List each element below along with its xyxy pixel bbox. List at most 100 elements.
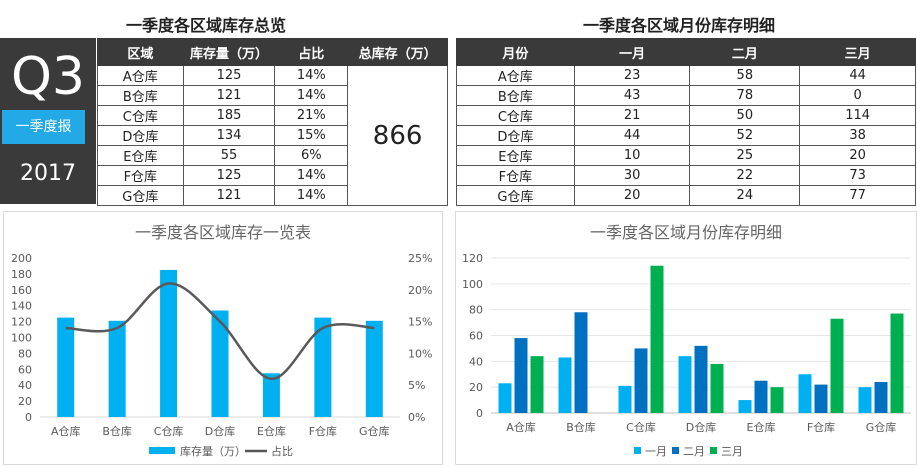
- bar: [365, 320, 383, 417]
- region-cell: G仓库: [97, 185, 184, 206]
- stock-cell: 125: [182, 65, 276, 86]
- feb-cell: 22: [689, 165, 801, 186]
- bar: [770, 387, 784, 413]
- y-tick-label: 60: [18, 363, 32, 376]
- jan-cell: 10: [573, 145, 691, 166]
- y-tick-label: 20: [18, 395, 32, 408]
- bar: [814, 384, 828, 413]
- feb-cell: 24: [689, 185, 801, 206]
- region-cell: B仓库: [456, 85, 575, 106]
- bar: [798, 374, 812, 413]
- y-tick-label: 60: [469, 330, 483, 343]
- x-tick-label: B仓库: [102, 424, 132, 438]
- x-tick-label: F仓库: [309, 424, 337, 438]
- table-row: E仓库 55 6%: [97, 145, 448, 166]
- table-row: B仓库 121 14%: [97, 85, 448, 106]
- pct-cell: 14%: [274, 165, 349, 186]
- y-tick-label: 40: [469, 355, 483, 368]
- legend-label: 三月: [721, 445, 743, 458]
- table-row: G仓库 121 14%: [97, 185, 448, 206]
- bar: [858, 387, 872, 413]
- y2-tick-label: 0%: [408, 411, 425, 424]
- bar: [314, 317, 332, 417]
- mar-cell: 77: [799, 185, 916, 206]
- stock-cell: 125: [182, 165, 276, 186]
- x-tick-label: G仓库: [359, 424, 390, 438]
- feb-cell: 25: [689, 145, 801, 166]
- bar: [574, 312, 588, 413]
- feb-cell: 52: [689, 125, 801, 146]
- region-cell: G仓库: [456, 185, 575, 206]
- y-tick-label: 200: [11, 252, 32, 265]
- y-tick-label: 20: [469, 381, 483, 394]
- jan-cell: 30: [573, 165, 691, 186]
- pct-cell: 21%: [274, 105, 349, 126]
- y2-tick-label: 10%: [408, 347, 432, 360]
- table-row: D仓库 44 52 38: [456, 125, 916, 146]
- table-row: D仓库 134 15%: [97, 125, 448, 146]
- y-tick-label: 0: [476, 407, 483, 420]
- bar: [738, 400, 752, 413]
- header-jan: 一月: [573, 38, 691, 66]
- bar: [262, 373, 280, 417]
- legend-label: 二月: [683, 445, 705, 458]
- bar: [890, 313, 904, 413]
- region-cell: E仓库: [97, 145, 184, 166]
- region-cell: F仓库: [456, 165, 575, 186]
- region-cell: A仓库: [97, 65, 184, 86]
- mar-cell: 20: [799, 145, 916, 166]
- total-cell: 866: [347, 65, 448, 206]
- table-row: A仓库 125 14% 866: [97, 65, 448, 206]
- legend-swatch: [710, 447, 717, 454]
- x-tick-label: D仓库: [205, 424, 235, 438]
- x-tick-label: E仓库: [747, 420, 776, 434]
- header-total: 总库存（万）: [347, 38, 448, 66]
- monthly-bar-chart-svg: 一季度各区域月份库存明细 0 20 40 60 80 100 120 A仓库 B仓库 C仓库 D仓库…: [462, 223, 911, 458]
- bar: [710, 363, 724, 413]
- y-tick-label: 120: [462, 252, 483, 265]
- y2-tick-label: 5%: [408, 379, 425, 392]
- x-tick-label: G仓库: [866, 420, 897, 434]
- jan-cell: 44: [573, 125, 691, 146]
- pct-cell: 15%: [274, 125, 349, 146]
- y-tick-label: 40: [18, 379, 32, 392]
- table-row: B仓库 43 78 0: [456, 85, 916, 106]
- mar-cell: 0: [799, 85, 916, 106]
- table-row: A仓库 23 58 44: [456, 65, 916, 86]
- legend-bar-swatch: [149, 447, 175, 454]
- x-tick-label: A仓库: [506, 420, 536, 434]
- mar-cell: 44: [799, 65, 916, 86]
- stock-combo-chart-svg: 一季度各区域库存一览表 0 20 40 60 80 100 120 140 160 180 200 0…: [11, 223, 432, 458]
- region-cell: C仓库: [456, 105, 575, 126]
- y-tick-label: 80: [18, 347, 32, 360]
- bar: [874, 382, 888, 413]
- feb-cell: 78: [689, 85, 801, 106]
- stock-cell: 134: [182, 125, 276, 146]
- mar-cell: 114: [799, 105, 916, 126]
- legend-bar-label: 库存量（万）: [180, 444, 246, 458]
- y-tick-label: 140: [11, 300, 32, 313]
- table-row: F仓库 30 22 73: [456, 165, 916, 186]
- y2-tick-label: 25%: [408, 252, 432, 265]
- jan-cell: 43: [573, 85, 691, 106]
- region-cell: E仓库: [456, 145, 575, 166]
- bar: [211, 310, 229, 417]
- bar: [694, 345, 708, 413]
- header-feb: 二月: [689, 38, 801, 66]
- header-stock: 库存量（万）: [182, 38, 276, 66]
- summary-table: 区域 库存量（万） 占比 总库存（万） A仓库 125 14% 866 B仓库 …: [97, 38, 448, 206]
- monthly-table: 月份 一月 二月 三月 A仓库 23 58 44 B仓库 43 78 0 C仓库 21 50 11…: [456, 38, 916, 206]
- region-cell: B仓库: [97, 85, 184, 106]
- stock-cell: 185: [182, 105, 276, 126]
- feb-cell: 50: [689, 105, 801, 126]
- y-tick-label: 100: [11, 332, 32, 345]
- monthly-header-row: 月份 一月 二月 三月: [456, 38, 916, 66]
- pct-line: [65, 282, 375, 381]
- y-tick-label: 100: [462, 278, 483, 291]
- legend-label: 一月: [645, 445, 667, 458]
- bar: [160, 269, 178, 417]
- legend-line-label: 占比: [271, 444, 293, 458]
- pct-cell: 14%: [274, 185, 349, 206]
- header-month: 月份: [456, 38, 575, 66]
- stock-cell: 55: [182, 145, 276, 166]
